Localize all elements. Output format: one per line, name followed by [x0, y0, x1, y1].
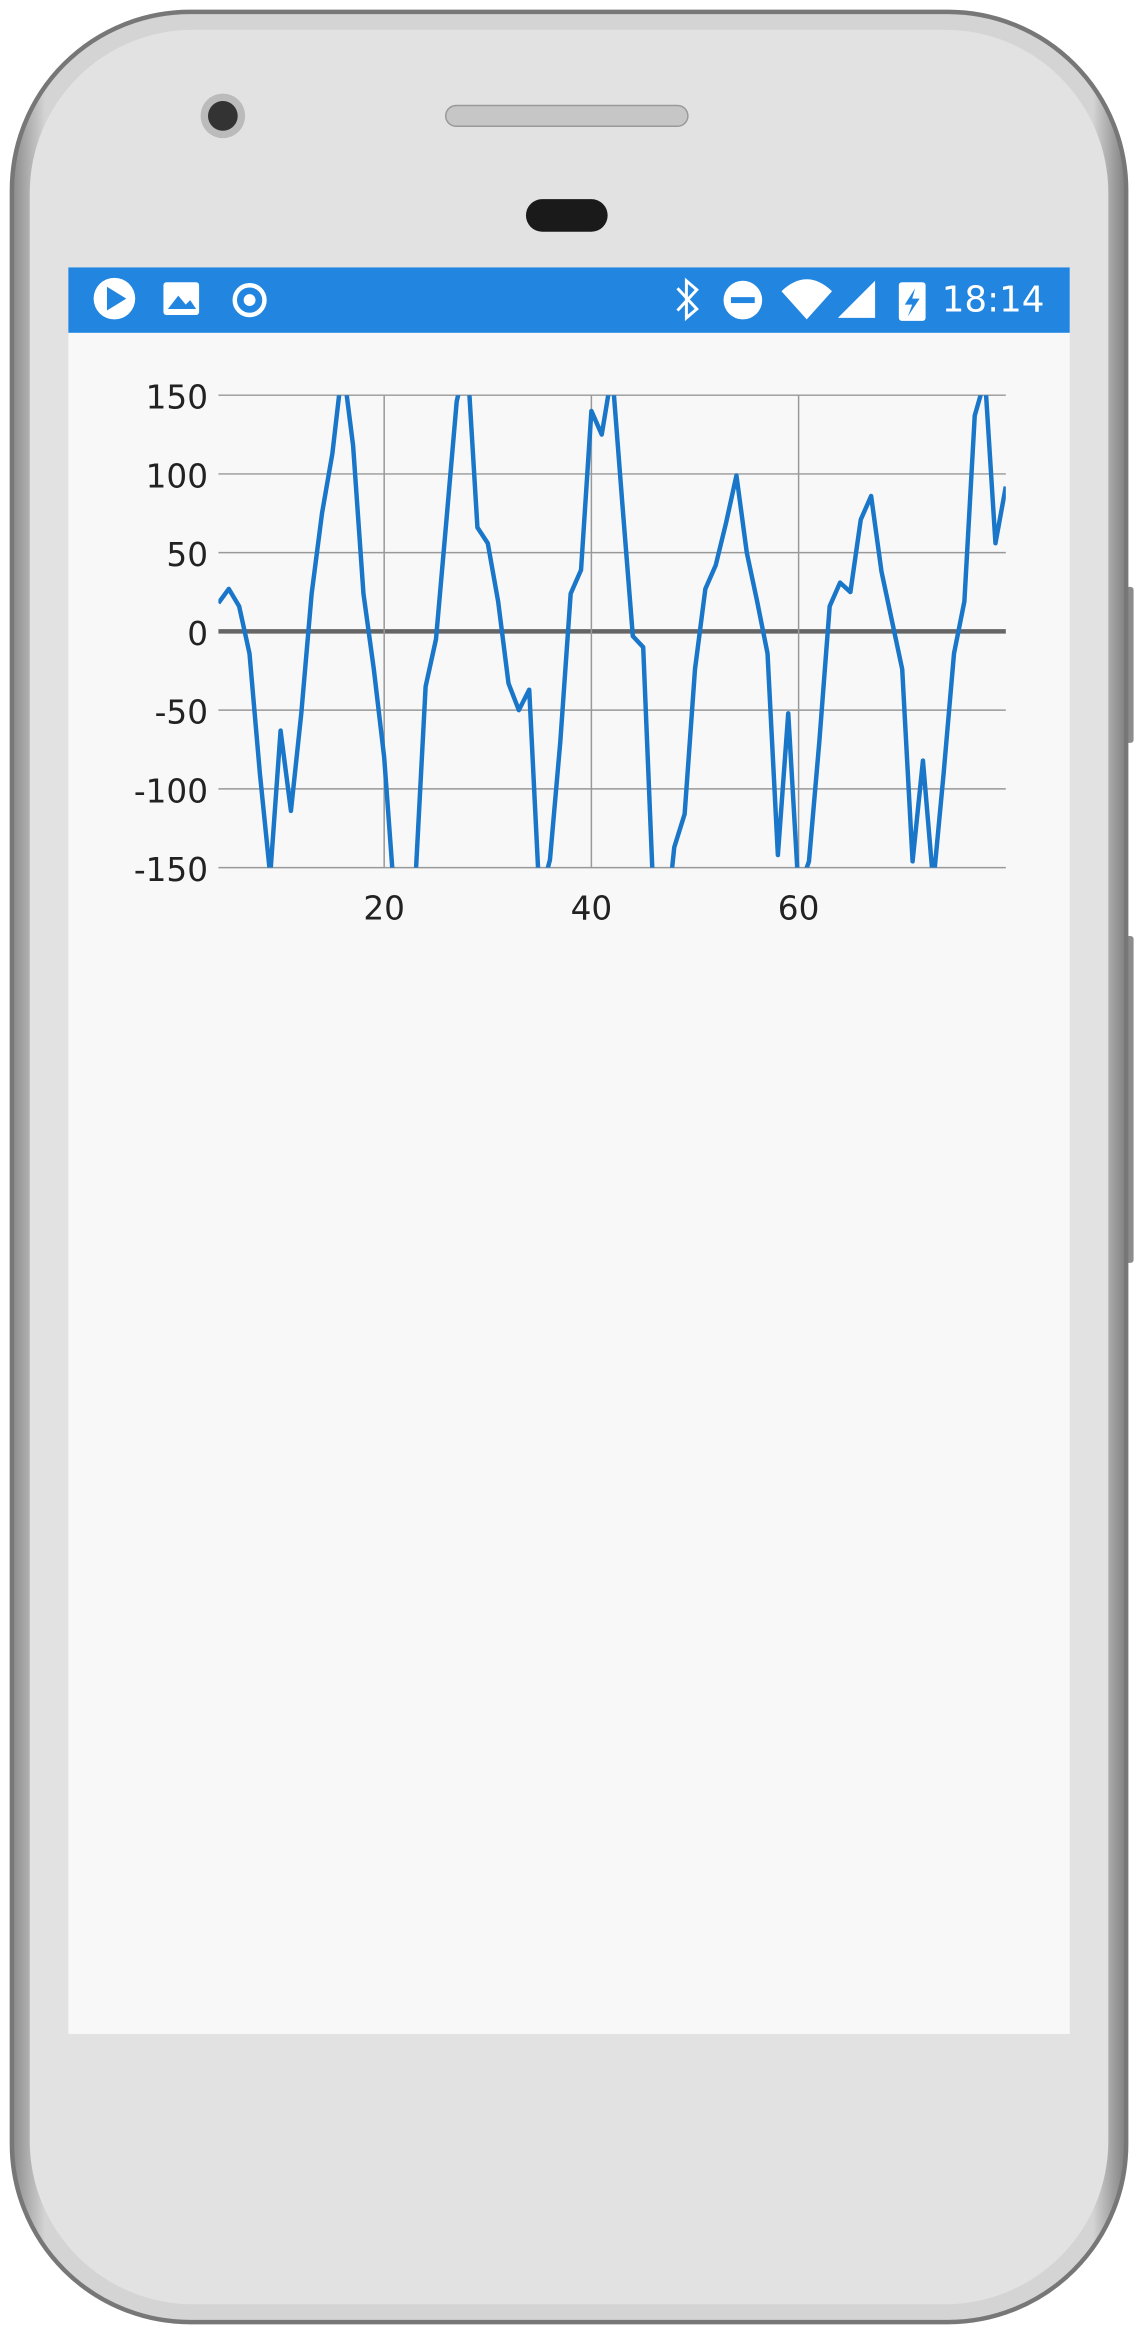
y-tick-label: 150 — [146, 379, 208, 417]
status-time: 18:14 — [942, 280, 1045, 321]
y-tick-label: 100 — [146, 457, 208, 495]
y-tick-label: -150 — [134, 851, 208, 889]
y-tick-label: 50 — [166, 536, 208, 574]
record-icon — [232, 283, 267, 318]
x-tick-label: 40 — [571, 890, 613, 928]
record-icon-dot — [243, 294, 256, 307]
bluetooth-icon — [676, 277, 699, 322]
battery-bolt — [904, 288, 920, 317]
y-tick-label: 0 — [187, 615, 208, 653]
speaker — [444, 104, 689, 128]
y-tick-label: -50 — [155, 694, 208, 732]
dnd-icon-bar — [730, 297, 755, 304]
y-tick-label: -100 — [134, 772, 208, 810]
camera — [208, 101, 238, 131]
x-tick-label: 60 — [778, 890, 820, 928]
data-line — [218, 395, 1006, 868]
play-icon-arrow — [106, 286, 127, 311]
image-icon-shape — [167, 295, 197, 310]
image-icon — [163, 282, 200, 315]
wifi-icon — [781, 279, 832, 320]
sensor — [525, 199, 608, 232]
x-tick-label: 20 — [363, 890, 405, 928]
screen — [68, 267, 1070, 2034]
status-icons — [93, 277, 926, 322]
chart: -150 -100 -50 0 50 100 150 20 40 60 — [134, 379, 1006, 928]
